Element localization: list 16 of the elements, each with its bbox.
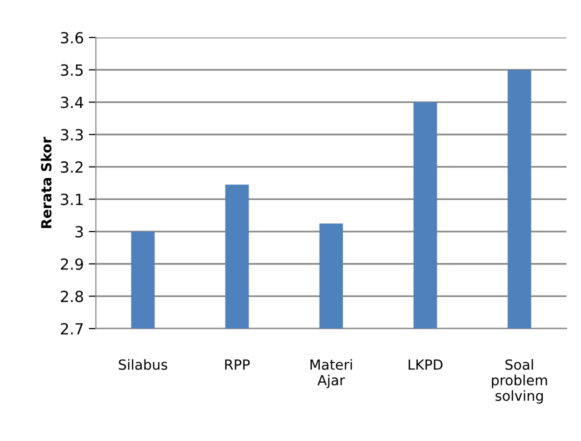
y-tick-label: 3.6 (60, 32, 84, 44)
y-tick-label: 2.7 (60, 323, 83, 334)
x-tick-label: RPP (225, 360, 250, 370)
x-tick-label: LKPD (408, 360, 442, 370)
y-tick-label: 3.1 (60, 194, 83, 206)
y-tick-label: 3.5 (60, 64, 83, 76)
y-axis-title: Rerata Skor (40, 136, 52, 228)
y-tick-label: 3.3 (60, 128, 83, 141)
x-tick-label: Soal problem solving (492, 359, 547, 404)
y-tick-label: 3 (76, 226, 83, 238)
x-tick-label: Materi Ajar (310, 359, 352, 388)
y-tick-label: 2.8 (60, 290, 84, 302)
y-tick-label: 2.9 (60, 258, 83, 270)
x-tick-label: Silabus (118, 359, 168, 370)
y-tick-label: 3.4 (60, 96, 84, 108)
y-tick-label: 3.2 (60, 161, 83, 173)
